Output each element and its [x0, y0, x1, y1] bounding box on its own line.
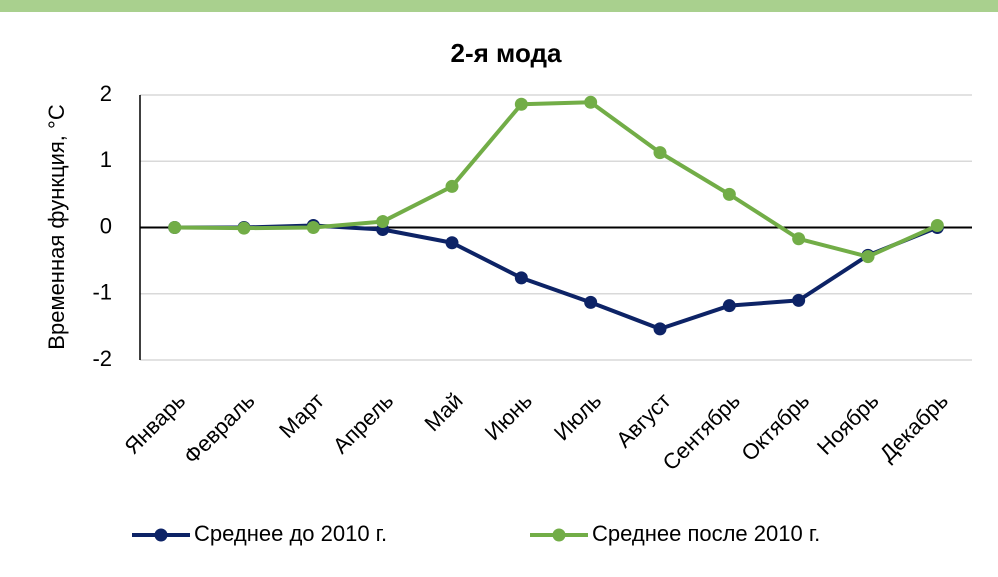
- x-tick-label: Январь: [119, 388, 190, 459]
- data-point: [445, 236, 459, 250]
- data-point: [306, 221, 320, 234]
- data-point: [584, 295, 598, 309]
- data-point: [237, 221, 251, 235]
- data-point: [653, 322, 667, 336]
- series-line: [174, 100, 939, 259]
- data-point: [653, 146, 667, 160]
- y-tick-label: -2: [92, 346, 112, 371]
- x-tick-label: Июнь: [480, 388, 537, 445]
- legend-marker: [154, 528, 168, 542]
- y-tick-label: -1: [92, 280, 112, 305]
- data-point: [792, 293, 806, 307]
- x-tick-label: Август: [611, 388, 676, 453]
- data-point: [722, 299, 736, 313]
- x-tick-label: Декабрь: [875, 388, 953, 466]
- series-line: [174, 223, 939, 331]
- data-point: [514, 97, 528, 111]
- data-point: [445, 179, 459, 193]
- y-tick-label: 0: [100, 213, 112, 238]
- y-tick-label: 2: [100, 81, 112, 106]
- x-tick-label: Ноябрь: [812, 388, 884, 460]
- x-tick-label: Февраль: [179, 388, 260, 469]
- y-axis-label: Временная функция, °C: [44, 104, 69, 350]
- data-point: [584, 95, 598, 109]
- data-point: [792, 232, 806, 246]
- legend-label: Среднее после 2010 г.: [592, 521, 820, 546]
- data-point: [376, 215, 390, 229]
- x-tick-label: Март: [274, 388, 329, 443]
- legend-label: Среднее до 2010 г.: [194, 521, 387, 546]
- chart-title: 2-я мода: [451, 38, 562, 68]
- top-band: [0, 0, 998, 12]
- x-tick-label: Май: [419, 388, 467, 436]
- data-point: [168, 221, 182, 234]
- data-point: [514, 271, 528, 285]
- x-tick-label: Апрель: [328, 388, 398, 458]
- x-tick-label: Июль: [549, 388, 606, 445]
- data-point: [930, 219, 944, 233]
- y-tick-label: 1: [100, 147, 112, 172]
- data-point: [861, 250, 875, 264]
- legend-marker: [552, 528, 566, 542]
- data-point: [722, 187, 736, 201]
- x-tick-label: Октябрь: [736, 388, 814, 466]
